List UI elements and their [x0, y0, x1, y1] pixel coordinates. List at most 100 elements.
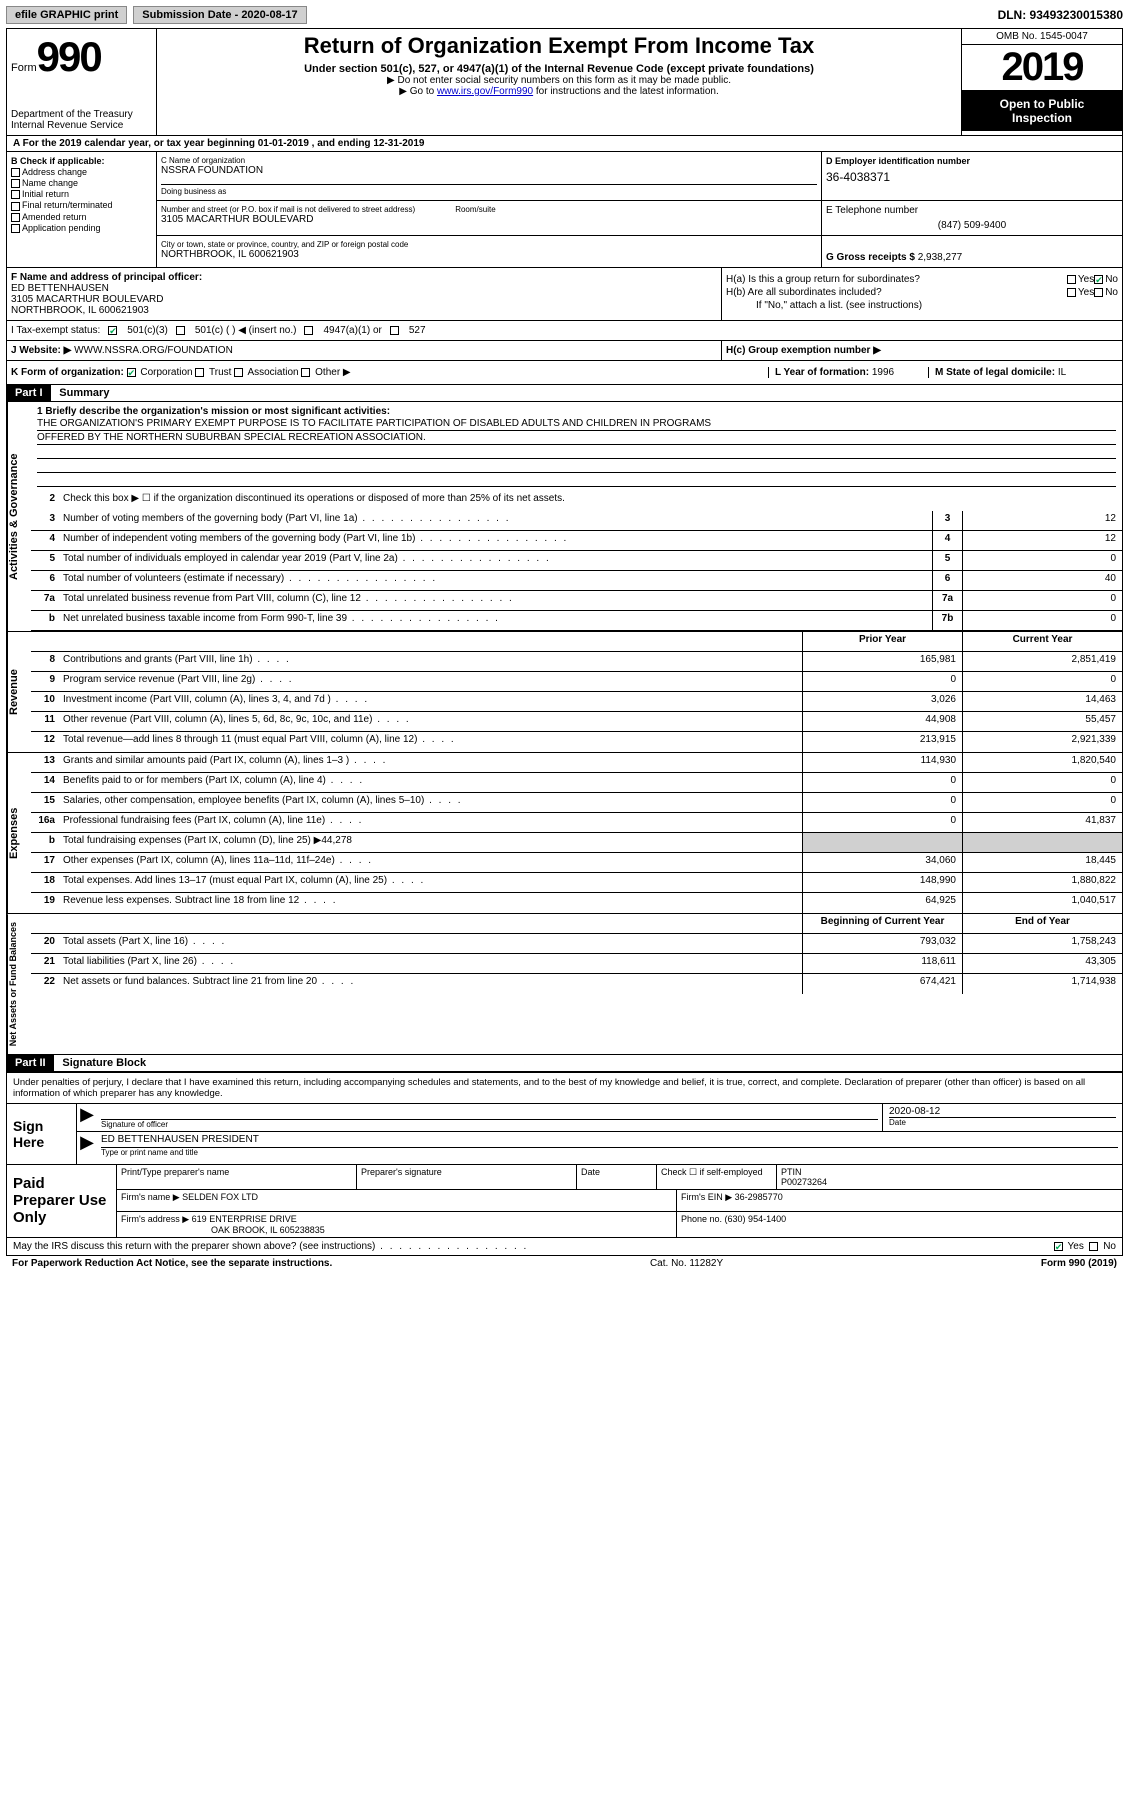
firm-phone: (630) 954-1400: [725, 1214, 787, 1224]
col-current: Current Year: [962, 632, 1122, 651]
l-label: L Year of formation:: [775, 367, 872, 378]
chk-address[interactable]: [11, 168, 20, 177]
firm-name: SELDEN FOX LTD: [182, 1192, 258, 1202]
sig-date-val: 2020-08-12: [889, 1106, 1116, 1118]
mission-line2: OFFERED BY THE NORTHERN SUBURBAN SPECIAL…: [37, 431, 1116, 445]
subtitle-3: ▶ Go to www.irs.gov/Form990 for instruct…: [163, 86, 955, 97]
sig-arrow1: ▶: [77, 1104, 97, 1131]
officer-print-label: Type or print name and title: [101, 1148, 1118, 1157]
room-label: Room/suite: [455, 205, 495, 214]
sig-disclaimer: Under penalties of perjury, I declare th…: [7, 1073, 1122, 1104]
m-value: IL: [1058, 367, 1066, 378]
paid-prep-label: Paid Preparer Use Only: [7, 1165, 117, 1237]
self-emp-label: Check ☐ if self-employed: [661, 1167, 772, 1178]
org-name-box: C Name of organization NSSRA FOUNDATION …: [157, 152, 822, 201]
m-label: M State of legal domicile:: [935, 367, 1058, 378]
opt-corp: Corporation: [140, 367, 192, 378]
city-box: City or town, state or province, country…: [157, 236, 822, 267]
line16b-num: b: [31, 833, 59, 852]
ha-no: No: [1105, 274, 1118, 285]
gross-value: 2,938,277: [918, 252, 963, 263]
form990-link[interactable]: www.irs.gov/Form990: [437, 86, 533, 97]
chk-4947[interactable]: [304, 326, 313, 335]
open-public: Open to Public Inspection: [962, 91, 1122, 131]
address-box: Number and street (or P.O. box if mail i…: [157, 201, 822, 236]
side-expenses: Expenses: [7, 753, 31, 913]
title-box: Return of Organization Exempt From Incom…: [157, 29, 962, 135]
chk-ha-no[interactable]: [1094, 275, 1103, 284]
part2: Part II Signature Block: [6, 1055, 1123, 1073]
form-990: 990: [37, 33, 101, 80]
year-box: OMB No. 1545-0047 2019 Open to Public In…: [962, 29, 1122, 135]
chk-initial[interactable]: [11, 190, 20, 199]
opt-final: Final return/terminated: [22, 200, 113, 210]
chk-527[interactable]: [390, 326, 399, 335]
org-name: NSSRA FOUNDATION: [161, 165, 817, 176]
mission-line1: THE ORGANIZATION'S PRIMARY EXEMPT PURPOS…: [37, 417, 1116, 431]
efile-button[interactable]: efile GRAPHIC print: [6, 6, 127, 24]
chk-pending[interactable]: [11, 224, 20, 233]
side-activities: Activities & Governance: [7, 402, 31, 631]
hb-note: If "No," attach a list. (see instruction…: [726, 300, 1118, 311]
firm-phone-label: Phone no.: [681, 1214, 725, 1224]
officer-print-name: ED BETTENHAUSEN PRESIDENT: [101, 1134, 1118, 1148]
chk-name[interactable]: [11, 179, 20, 188]
opt-assoc: Association: [247, 367, 298, 378]
sig-officer-line[interactable]: [101, 1106, 878, 1120]
line16b-shaded2: [962, 833, 1122, 852]
officer-label: F Name and address of principal officer:: [11, 272, 717, 283]
chk-discuss-yes[interactable]: [1054, 1242, 1063, 1251]
street-address: 3105 MACARTHUR BOULEVARD: [161, 214, 817, 225]
ein-value: 36-4038371: [826, 170, 1118, 184]
chk-discuss-no[interactable]: [1089, 1242, 1098, 1251]
firm-addr-label: Firm's address ▶: [121, 1214, 189, 1224]
hc-question: H(c) Group exemption number ▶: [726, 345, 881, 356]
form-number-box: Form990 Department of the Treasury Inter…: [7, 29, 157, 135]
tax-year-row: A For the 2019 calendar year, or tax yea…: [6, 136, 1123, 152]
open-line2: Inspection: [964, 111, 1120, 125]
discuss-yes: Yes: [1068, 1241, 1084, 1252]
open-line1: Open to Public: [964, 97, 1120, 111]
dba-label: Doing business as: [161, 184, 817, 196]
chk-final[interactable]: [11, 202, 20, 211]
ptin-label: PTIN: [781, 1167, 1118, 1177]
chk-corp[interactable]: [127, 368, 136, 377]
submission-date: Submission Date - 2020-08-17: [133, 6, 306, 24]
line2-desc: Check this box ▶ ☐ if the organization d…: [59, 491, 1122, 511]
footer-mid: Cat. No. 11282Y: [332, 1258, 1041, 1269]
col-prior: Prior Year: [802, 632, 962, 651]
sig-arrow2: ▶: [77, 1132, 97, 1159]
hb-question: H(b) Are all subordinates included?: [726, 287, 1067, 298]
k-label: K Form of organization:: [11, 367, 124, 378]
chk-501c3[interactable]: [108, 326, 117, 335]
part1-title: Summary: [53, 385, 115, 401]
col-begin: Beginning of Current Year: [802, 914, 962, 933]
chk-trust[interactable]: [195, 368, 204, 377]
opt-other: Other ▶: [315, 367, 350, 378]
mission-box: 1 Briefly describe the organization's mi…: [31, 402, 1122, 491]
omb-number: OMB No. 1545-0047: [962, 29, 1122, 45]
form-header: Form990 Department of the Treasury Inter…: [6, 28, 1123, 136]
mission-blank1: [37, 445, 1116, 459]
chk-other[interactable]: [301, 368, 310, 377]
chk-501c[interactable]: [176, 326, 185, 335]
hb-yes: Yes: [1078, 287, 1094, 298]
dept-irs: Internal Revenue Service: [11, 120, 152, 131]
phone-value: (847) 509-9400: [826, 220, 1118, 231]
chk-hb-yes[interactable]: [1067, 288, 1076, 297]
side-revenue: Revenue: [7, 632, 31, 752]
ha-yes: Yes: [1078, 274, 1094, 285]
signature-block: Under penalties of perjury, I declare th…: [6, 1073, 1123, 1256]
chk-amended[interactable]: [11, 213, 20, 222]
website-row: J Website: ▶ WWW.NSSRA.ORG/FOUNDATION H(…: [6, 341, 1123, 361]
sig-officer-label: Signature of officer: [101, 1120, 878, 1129]
chk-ha-yes[interactable]: [1067, 275, 1076, 284]
chk-assoc[interactable]: [234, 368, 243, 377]
firm-name-label: Firm's name ▶: [121, 1192, 180, 1202]
page-footer: For Paperwork Reduction Act Notice, see …: [6, 1256, 1123, 1271]
city-value: NORTHBROOK, IL 600621903: [161, 249, 817, 260]
line1-label: 1 Briefly describe the organization's mi…: [37, 406, 1116, 417]
col-b-checkboxes: B Check if applicable: Address change Na…: [7, 152, 157, 267]
chk-hb-no[interactable]: [1094, 288, 1103, 297]
prep-name-label: Print/Type preparer's name: [121, 1167, 352, 1177]
